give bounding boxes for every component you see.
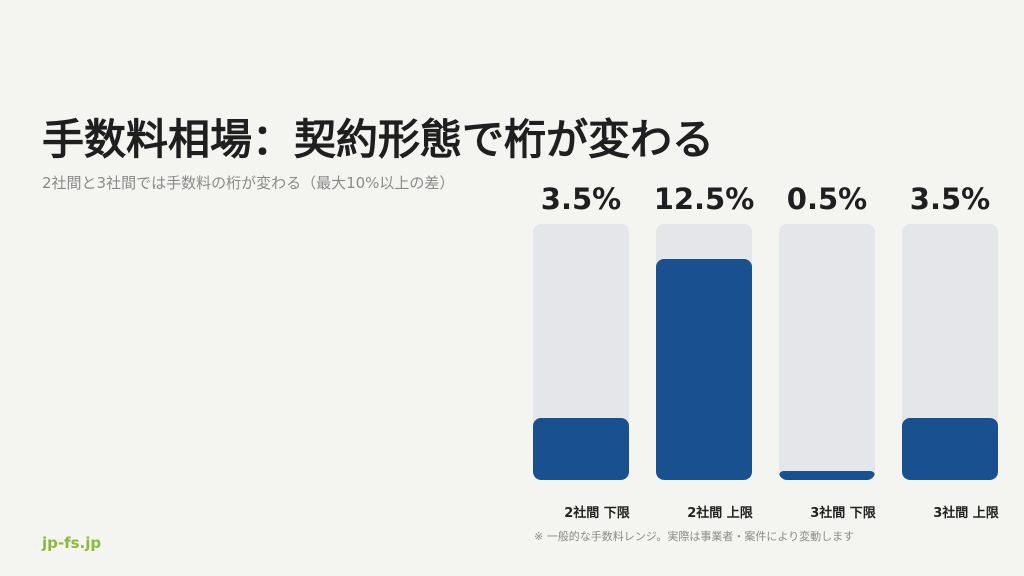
bar-value-label: 0.5% <box>786 182 868 216</box>
page-title: 手数料相場：契約形態で桁が変わる <box>42 115 715 164</box>
footnote: ※ 一般的な手数料レンジ。実際は事業者・案件により変動します <box>534 530 855 543</box>
brand-logo-text[interactable]: jp-fs.jp <box>42 534 102 552</box>
bar-category-label: 3社間 上限 <box>933 506 999 521</box>
bar <box>656 259 752 480</box>
bar <box>533 418 629 480</box>
page-subtitle: 2社間と3社間では手数料の桁が変わる（最大10%以上の差） <box>42 174 455 192</box>
bar-category-label: 2社間 下限 <box>564 506 630 521</box>
bar-value-label: 3.5% <box>540 182 622 216</box>
bar-category-label: 2社間 上限 <box>687 506 753 521</box>
bar <box>779 471 875 480</box>
bar-value-label: 12.5% <box>653 182 755 216</box>
bar-value-label: 3.5% <box>909 182 991 216</box>
bar <box>902 418 998 480</box>
bar-track <box>902 224 998 480</box>
bar-category-label: 3社間 下限 <box>810 506 876 521</box>
bar-track <box>533 224 629 480</box>
bar-track <box>656 224 752 480</box>
bar-track <box>779 224 875 480</box>
